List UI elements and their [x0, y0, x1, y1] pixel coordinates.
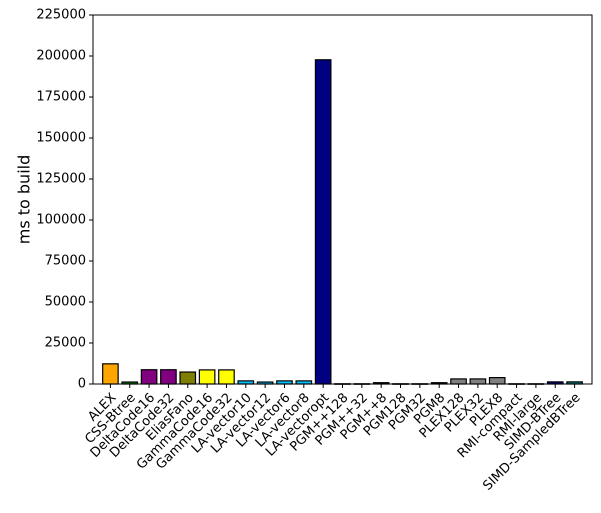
bar-plex32	[469, 378, 487, 385]
y-tick-label: 25000	[45, 336, 86, 351]
y-axis-title: ms to build	[15, 155, 34, 245]
bar-la-vector6	[276, 380, 293, 385]
bar-deltacode16	[140, 369, 158, 385]
bar-pgm8	[430, 382, 448, 385]
y-tick-label: 50000	[45, 295, 86, 310]
bar-pgm-8	[372, 382, 390, 385]
bar-la-vector10	[237, 380, 255, 385]
plot-area	[92, 14, 593, 385]
bar-la-vector12	[256, 381, 274, 385]
y-tick-label: 150000	[36, 131, 86, 146]
bar-gammacode16	[198, 369, 216, 385]
y-tick-label: 100000	[36, 213, 86, 228]
bar-css-btree	[121, 381, 139, 385]
bar-eliasfano	[179, 371, 197, 385]
y-tick-label: 0	[78, 377, 86, 392]
y-tick-label: 225000	[36, 8, 86, 23]
y-tick-label: 175000	[36, 90, 86, 105]
bar-simd-btree	[546, 381, 564, 385]
x-axis: ALEXCSS-BtreeDeltaCode16DeltaCode32Elias…	[82, 384, 584, 494]
bar-deltacode32	[160, 369, 177, 385]
y-tick-label: 125000	[36, 172, 86, 187]
y-tick-label: 75000	[45, 254, 86, 269]
y-tick-label: 200000	[36, 49, 86, 64]
bar-la-vectoropt	[314, 59, 332, 385]
y-axis: 0 25000 50000 75000 100000 125000 150000 175000…	[36, 8, 93, 392]
plot-frame	[92, 14, 593, 385]
bar-simd-sampledbtree	[566, 381, 583, 385]
bars-group	[102, 59, 583, 385]
bar-gammacode32	[218, 369, 235, 385]
bar-la-vector8	[295, 380, 313, 385]
bar-plex8	[488, 377, 506, 385]
bar-alex	[102, 363, 119, 385]
bar-plex128	[450, 378, 467, 385]
